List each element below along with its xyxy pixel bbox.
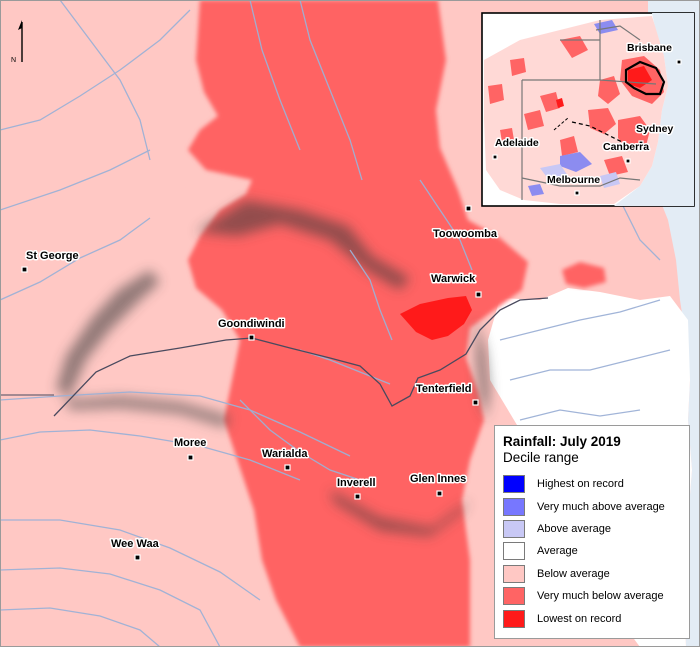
legend-swatch — [503, 587, 525, 606]
legend-subtitle: Decile range — [503, 450, 579, 465]
legend-swatch — [503, 564, 525, 583]
north-arrow-head — [18, 20, 22, 30]
rivers — [0, 0, 671, 647]
legend-label: Very much below average — [537, 590, 664, 603]
town-moree: Moree — [173, 436, 208, 461]
legend-swatch — [503, 497, 525, 516]
legend-label: Highest on record — [537, 478, 624, 491]
legend-items: Highest on record Very much above average… — [503, 473, 681, 630]
svg-text:Moree: Moree — [174, 437, 206, 449]
state-border — [53, 297, 549, 417]
town-warialda: Warialda — [261, 447, 310, 471]
legend-item: Below average — [503, 563, 681, 585]
legend-label: Below average — [537, 567, 610, 580]
legend-item: Very much below average — [503, 585, 681, 607]
legend-swatch — [503, 542, 525, 561]
town-toowoomba: Toowoomba — [432, 205, 499, 242]
red-patch-east — [562, 262, 606, 288]
city-melbourne: Melbourne — [547, 174, 600, 186]
svg-text:Tenterfield: Tenterfield — [416, 383, 471, 395]
svg-text:Goondiwindi: Goondiwindi — [218, 318, 285, 330]
town-inverell: Inverell — [336, 476, 377, 500]
legend-item: Very much above average — [503, 495, 681, 517]
town-warwick: Warwick — [430, 272, 482, 298]
lowest-on-record-area — [400, 296, 472, 340]
svg-text:Warwick: Warwick — [431, 273, 476, 285]
legend-label: Average — [537, 545, 578, 558]
inset-map: Brisbane Sydney Canberra Adelaide Melbou… — [481, 12, 695, 207]
below-average-notch — [130, 160, 184, 212]
legend-item: Highest on record — [503, 473, 681, 495]
legend-item: Above average — [503, 518, 681, 540]
town-wee-waa: Wee Waa — [110, 537, 161, 561]
city-canberra: Canberra — [603, 141, 649, 153]
legend-label: Above average — [537, 522, 611, 535]
legend-title: Rainfall: July 2019 — [503, 434, 621, 449]
svg-text:Toowoomba: Toowoomba — [433, 228, 498, 240]
town-tenterfield: Tenterfield — [415, 382, 479, 406]
svg-text:Wee Waa: Wee Waa — [111, 538, 160, 550]
city-brisbane: Brisbane — [627, 42, 672, 54]
city-adelaide: Adelaide — [495, 137, 539, 149]
svg-text:Inverell: Inverell — [337, 477, 376, 489]
town-glen-innes: Glen Innes — [409, 472, 468, 497]
town-st-george: St George — [21, 249, 80, 273]
legend-label: Lowest on record — [537, 612, 622, 625]
terrain-shading — [56, 200, 490, 536]
north-arrow: N — [8, 18, 28, 66]
town-goondiwindi: Goondiwindi — [217, 317, 286, 341]
svg-text:Warialda: Warialda — [262, 448, 308, 460]
legend-swatch — [503, 519, 525, 538]
legend-label: Very much above average — [537, 500, 665, 513]
north-arrow-label: N — [11, 57, 16, 64]
very-much-below-area — [188, 0, 528, 647]
legend: Rainfall: July 2019 Decile range Highest… — [494, 425, 690, 639]
city-sydney: Sydney — [636, 123, 674, 135]
legend-item: Average — [503, 540, 681, 562]
svg-text:Glen Innes: Glen Innes — [410, 473, 466, 485]
legend-swatch — [503, 475, 525, 494]
legend-item: Lowest on record — [503, 607, 681, 629]
legend-swatch — [503, 609, 525, 628]
svg-text:St George: St George — [26, 250, 79, 262]
